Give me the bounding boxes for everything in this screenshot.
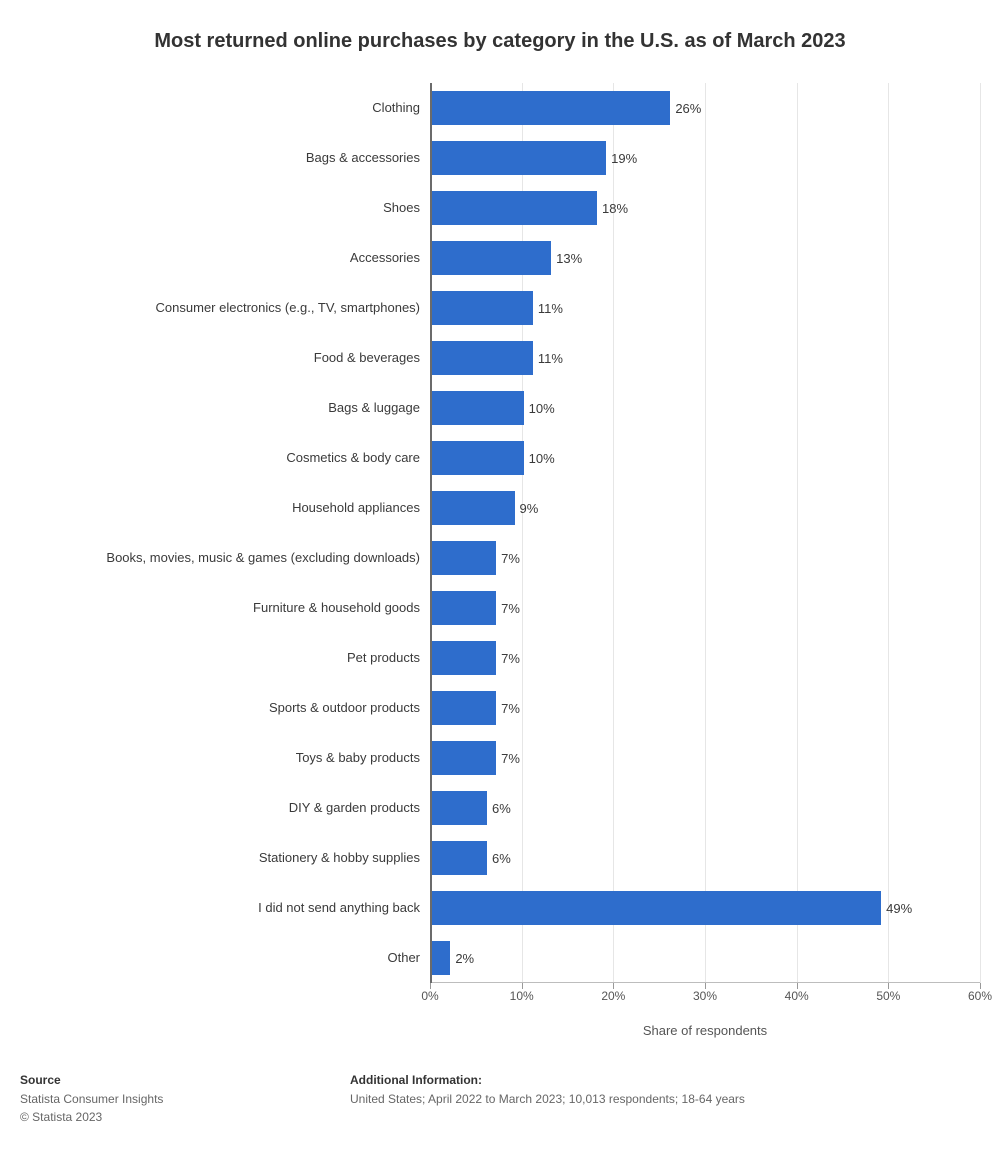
value-label: 18%	[602, 201, 628, 216]
bar-row: Other2%	[430, 933, 980, 983]
bar-row: Books, movies, music & games (excluding …	[430, 533, 980, 583]
additional-info-heading: Additional Information:	[350, 1073, 980, 1087]
chart-title: Most returned online purchases by catego…	[20, 30, 980, 53]
category-label: Bags & luggage	[40, 400, 430, 416]
category-label: Sports & outdoor products	[40, 700, 430, 716]
x-axis-ticks: 0%10%20%30%40%50%60%	[430, 983, 980, 1003]
value-label: 7%	[501, 601, 520, 616]
value-label: 6%	[492, 851, 511, 866]
bar-row: Furniture & household goods7%	[430, 583, 980, 633]
category-label: Stationery & hobby supplies	[40, 850, 430, 866]
bar	[432, 341, 533, 375]
bar	[432, 291, 533, 325]
source-heading: Source	[20, 1073, 350, 1087]
bar	[432, 491, 515, 525]
value-label: 19%	[611, 151, 637, 166]
bar	[432, 91, 670, 125]
category-label: Clothing	[40, 100, 430, 116]
value-label: 7%	[501, 651, 520, 666]
bar	[432, 191, 597, 225]
value-label: 11%	[538, 351, 563, 366]
bar-row: Clothing26%	[430, 83, 980, 133]
x-tick-label: 30%	[693, 989, 717, 1003]
value-label: 10%	[529, 451, 555, 466]
bar	[432, 841, 487, 875]
bar-row: Food & beverages11%	[430, 333, 980, 383]
value-label: 49%	[886, 901, 912, 916]
category-label: I did not send anything back	[40, 900, 430, 916]
bar-row: Consumer electronics (e.g., TV, smartpho…	[430, 283, 980, 333]
bar-row: Shoes18%	[430, 183, 980, 233]
category-label: Toys & baby products	[40, 750, 430, 766]
category-label: Accessories	[40, 250, 430, 266]
bar	[432, 741, 496, 775]
category-label: Books, movies, music & games (excluding …	[40, 550, 430, 566]
bar	[432, 541, 496, 575]
bar	[432, 641, 496, 675]
value-label: 13%	[556, 251, 582, 266]
bar-row: Pet products7%	[430, 633, 980, 683]
value-label: 9%	[520, 501, 539, 516]
bar-row: Bags & accessories19%	[430, 133, 980, 183]
gridline	[980, 83, 981, 983]
x-tick-label: 0%	[421, 989, 438, 1003]
category-label: Cosmetics & body care	[40, 450, 430, 466]
x-axis-title: Share of respondents	[430, 1023, 980, 1038]
category-label: Food & beverages	[40, 350, 430, 366]
bar-row: Household appliances9%	[430, 483, 980, 533]
bar-row: Accessories13%	[430, 233, 980, 283]
bar	[432, 141, 606, 175]
category-label: Furniture & household goods	[40, 600, 430, 616]
bar-row: Cosmetics & body care10%	[430, 433, 980, 483]
bar-row: Stationery & hobby supplies6%	[430, 833, 980, 883]
bar-row: Sports & outdoor products7%	[430, 683, 980, 733]
value-label: 26%	[675, 101, 701, 116]
bar	[432, 441, 524, 475]
bar	[432, 791, 487, 825]
source-text: Statista Consumer Insights	[20, 1090, 350, 1108]
x-tick-label: 20%	[601, 989, 625, 1003]
bar	[432, 891, 881, 925]
value-label: 2%	[455, 951, 474, 966]
y-axis-line	[430, 83, 432, 983]
value-label: 10%	[529, 401, 555, 416]
category-label: DIY & garden products	[40, 800, 430, 816]
category-label: Bags & accessories	[40, 150, 430, 166]
category-label: Household appliances	[40, 500, 430, 516]
value-label: 7%	[501, 751, 520, 766]
chart-container: Most returned online purchases by catego…	[0, 0, 1000, 1146]
bar-row: DIY & garden products6%	[430, 783, 980, 833]
additional-info-text: United States; April 2022 to March 2023;…	[350, 1090, 980, 1108]
bar-row: Bags & luggage10%	[430, 383, 980, 433]
value-label: 11%	[538, 301, 563, 316]
source-block: Source Statista Consumer Insights © Stat…	[20, 1073, 350, 1126]
bar	[432, 241, 551, 275]
value-label: 6%	[492, 801, 511, 816]
x-tick-label: 10%	[510, 989, 534, 1003]
bar-row: Toys & baby products7%	[430, 733, 980, 783]
copyright: © Statista 2023	[20, 1108, 350, 1126]
footer: Source Statista Consumer Insights © Stat…	[20, 1073, 980, 1126]
category-label: Other	[40, 950, 430, 966]
x-tick-label: 50%	[876, 989, 900, 1003]
bars: Clothing26%Bags & accessories19%Shoes18%…	[430, 83, 980, 983]
x-tick-label: 40%	[785, 989, 809, 1003]
category-label: Pet products	[40, 650, 430, 666]
bar-row: I did not send anything back49%	[430, 883, 980, 933]
chart-area: Clothing26%Bags & accessories19%Shoes18%…	[30, 83, 980, 1038]
category-label: Consumer electronics (e.g., TV, smartpho…	[40, 300, 430, 316]
bar	[432, 941, 450, 975]
bar	[432, 391, 524, 425]
bar	[432, 591, 496, 625]
value-label: 7%	[501, 701, 520, 716]
value-label: 7%	[501, 551, 520, 566]
additional-info-block: Additional Information: United States; A…	[350, 1073, 980, 1126]
bar	[432, 691, 496, 725]
plot-area: Clothing26%Bags & accessories19%Shoes18%…	[430, 83, 980, 983]
x-tick-label: 60%	[968, 989, 992, 1003]
category-label: Shoes	[40, 200, 430, 216]
